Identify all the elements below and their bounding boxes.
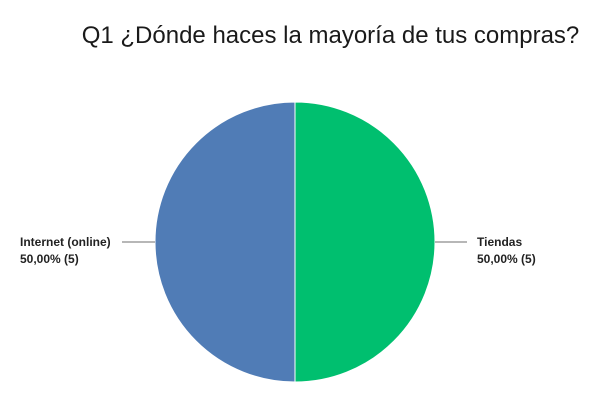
slice-label-internet-name: Internet (online) (20, 235, 111, 249)
slice-label-internet: Internet (online) 50,00% (5) (20, 234, 111, 268)
slice-label-tiendas-value: 50,00% (5) (477, 251, 536, 268)
slice-label-tiendas-name: Tiendas (477, 235, 522, 249)
pie-slice-internet-online (155, 102, 295, 382)
slice-label-internet-value: 50,00% (5) (20, 251, 111, 268)
pie-slice-tiendas (295, 102, 435, 382)
slice-label-tiendas: Tiendas 50,00% (5) (477, 234, 536, 268)
